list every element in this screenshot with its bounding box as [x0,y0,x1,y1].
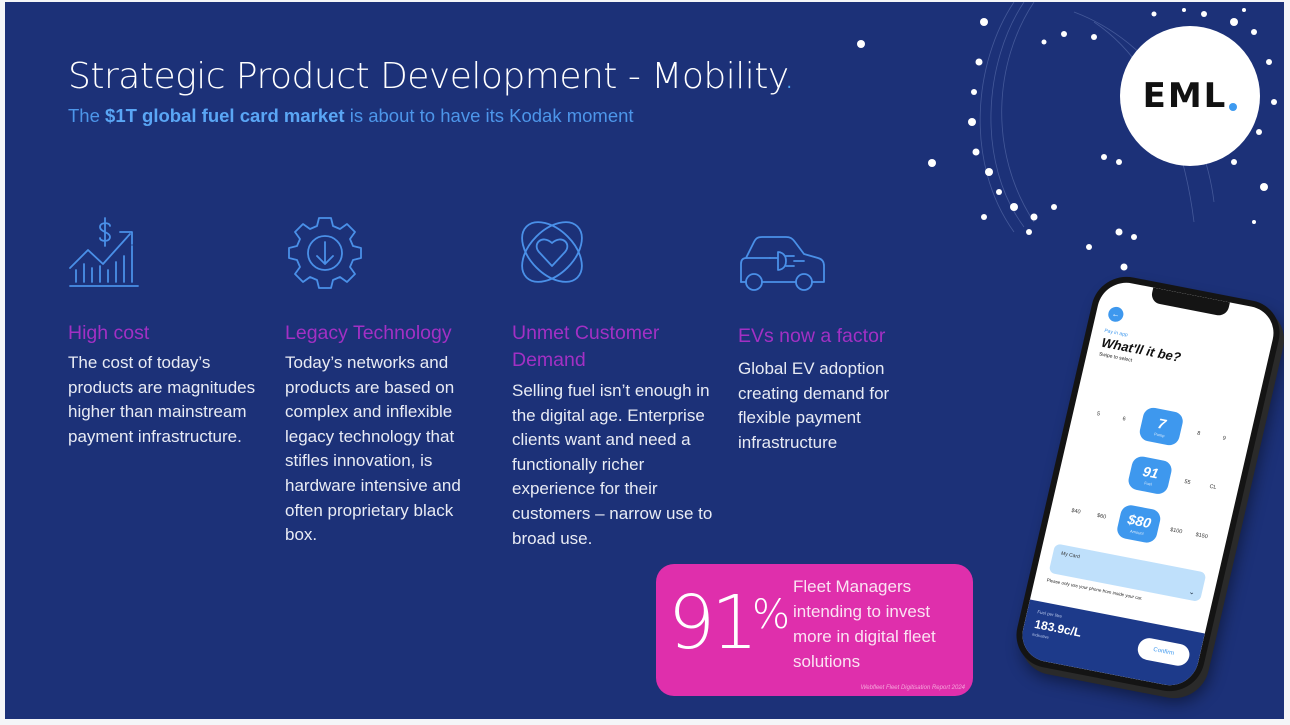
fuel-selected[interactable]: 91 Fuel [1126,454,1174,496]
amount-option[interactable]: $40 [1070,507,1082,516]
pump-option[interactable]: 6 [1121,416,1127,423]
phone-title: What'll it be? [1100,334,1183,365]
column-heading: Legacy Technology [285,322,452,344]
particle-dot [857,40,865,48]
stat-source: Webfleet Fleet Digitisation Report 2024 [860,685,965,691]
confirm-button[interactable]: Confirm [1135,636,1192,668]
pump-option[interactable]: 8 [1196,430,1201,437]
fuel-spacer [1105,466,1121,469]
electric-car-plug-icon [740,236,825,291]
column-body: Selling fuel isn’t enough in the digital… [512,381,713,548]
pump-selected[interactable]: 7 Pump [1137,406,1185,447]
card-select-label: My Card [1060,550,1081,561]
fuel-spacer [1079,461,1095,464]
back-arrow-icon[interactable]: ← [1106,305,1125,324]
column-evs-now-a-factor: EVs now a factor Global EV adoption crea… [738,212,948,452]
column-heading: EVs now a factor [738,325,886,347]
amount-option[interactable]: $60 [1096,512,1107,521]
chevron-down-icon: ⌄ [1188,588,1196,597]
amount-option[interactable]: $150 [1194,532,1209,541]
fuel-option[interactable]: 55 [1183,478,1192,486]
column-body: The cost of today’s products are magnitu… [68,353,256,446]
stat-unit: % [752,592,791,638]
page-title: Strategic Product Development - Mobility… [68,56,795,97]
eml-logo: EML [1120,26,1260,166]
dollar-growth-chart-icon [69,217,139,287]
pump-option[interactable]: 5 [1096,411,1101,418]
gear-download-icon [288,217,362,289]
particle-dot [928,159,936,167]
column-body: Today’s networks and products are based … [285,353,461,545]
page-subtitle: The $1T global fuel card market is about… [68,105,634,126]
column-unmet-customer-demand: Unmet Customer Demand Selling fuel isn’t… [512,212,722,548]
phone-screen: ← Pay in app What'll it be? Swipe to sel… [1016,277,1280,691]
phone-mockup: ← Pay in app What'll it be? Swipe to sel… [1009,270,1284,698]
column-body: Global EV adoption creating demand for f… [738,359,890,452]
stat-value: 91 [668,580,758,666]
column-high-cost: High cost The cost of today’s products a… [68,212,278,446]
column-legacy-technology: Legacy Technology Today’s networks and p… [285,212,495,544]
stat-card: 91 % Fleet Managers intending to invest … [656,564,973,696]
fuel-option[interactable]: CL [1208,483,1218,492]
column-heading: High cost [68,322,150,344]
heart-orbit-icon [521,221,583,283]
logo-text: EML [1142,76,1228,116]
column-heading: Unmet Customer Demand [512,322,660,371]
slide: Strategic Product Development - Mobility… [5,2,1284,719]
amount-option[interactable]: $100 [1169,527,1183,536]
amount-selected[interactable]: $80 Amount [1115,503,1163,545]
logo-dot [1229,103,1238,111]
phone-footer: Fuel per litre 183.9c/L Indicative Confi… [1016,599,1205,691]
pump-option[interactable]: 9 [1221,435,1227,442]
stat-description: Fleet Managers intending to invest more … [793,577,936,671]
